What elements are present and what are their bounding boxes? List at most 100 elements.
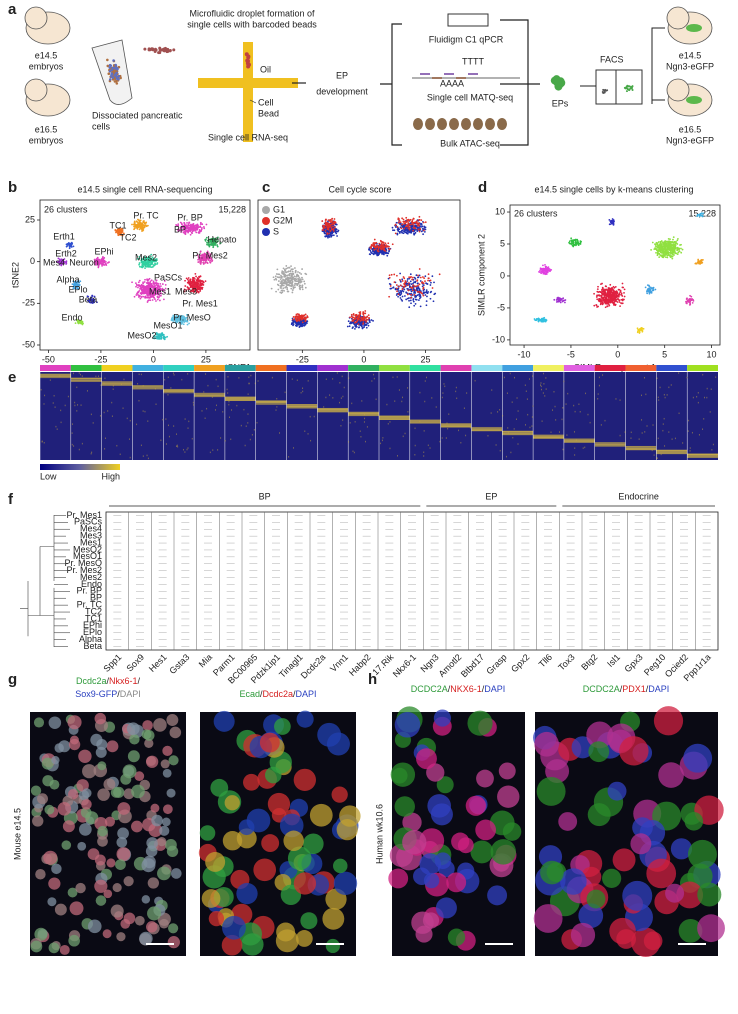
cell-dot <box>77 279 80 282</box>
cell-dot <box>608 291 611 293</box>
cell-dot <box>163 291 166 294</box>
cell-dot <box>150 253 153 256</box>
cell-dot <box>154 262 156 265</box>
cell-dot <box>190 228 193 231</box>
cell-dot <box>207 243 210 245</box>
cell-dot <box>408 228 411 231</box>
cell-dot <box>157 283 160 285</box>
cell-dot <box>73 287 76 290</box>
cell-dot <box>146 224 149 227</box>
cell-dot <box>294 316 297 319</box>
cell-dot <box>412 300 415 303</box>
cell-dot <box>599 291 602 293</box>
cell-dot <box>279 285 282 287</box>
cell-dot <box>395 221 398 224</box>
cell-dot <box>180 231 182 233</box>
cell-dot <box>657 241 660 243</box>
cell-dot <box>414 289 417 292</box>
cell-dot <box>356 317 359 320</box>
cell-dot <box>414 277 417 280</box>
cell-dot <box>399 221 402 224</box>
cell-dot <box>306 315 309 317</box>
cell-dot <box>408 282 410 284</box>
cell-dot <box>667 241 670 243</box>
cell-dot <box>194 278 196 280</box>
cell-dot <box>197 261 200 263</box>
cell-dot <box>136 257 139 260</box>
cluster-label: Hepato <box>207 234 236 244</box>
cell-dot <box>210 237 213 240</box>
cell-dot <box>326 233 329 236</box>
cell-dot <box>109 64 113 67</box>
cell-dot <box>332 234 335 237</box>
cell-dot <box>91 300 93 303</box>
cell-dot <box>142 257 145 260</box>
cell-dot <box>422 294 425 297</box>
cell-dot <box>542 269 545 272</box>
cell-dot <box>101 257 104 259</box>
cell-dot <box>198 257 200 260</box>
cell-dot <box>349 316 351 319</box>
cell-dot <box>672 236 675 239</box>
cell-dot <box>78 281 81 284</box>
cell-dot <box>438 273 441 276</box>
cell-dot <box>138 279 141 282</box>
cell-dot <box>612 289 615 292</box>
cell-dot <box>396 232 399 235</box>
cell-dot <box>400 280 402 283</box>
cell-dot <box>415 295 418 298</box>
cell-dot <box>609 295 612 298</box>
label: d <box>478 179 487 196</box>
cell-dot <box>403 222 406 225</box>
cell-dot <box>330 227 333 230</box>
cell-dot <box>144 222 147 225</box>
cell-dot <box>289 282 292 285</box>
cell-dot <box>208 241 210 244</box>
cell-dot <box>185 277 188 280</box>
cell-dot <box>200 257 203 260</box>
cell-dot <box>330 219 333 221</box>
cell-dot <box>141 229 144 232</box>
cell-dot <box>144 295 147 298</box>
cell-dot <box>202 280 204 283</box>
cell-dot <box>550 268 553 271</box>
cell-dot <box>568 240 571 243</box>
cell-dot <box>286 290 289 293</box>
cell-dot <box>295 324 298 327</box>
cell-dot <box>409 280 412 283</box>
cell-dot <box>660 255 663 258</box>
cell-dot <box>197 287 200 289</box>
label: 5 <box>500 238 505 248</box>
cell-dot <box>298 321 301 324</box>
cell-dot <box>280 274 282 277</box>
cell-dot <box>425 300 428 303</box>
cell-dot <box>626 84 629 87</box>
cell-dot <box>138 228 141 231</box>
cell-dot <box>667 245 670 247</box>
cell-dot <box>148 277 151 280</box>
cell-dot <box>299 279 302 282</box>
cell-dot <box>76 283 78 286</box>
cell-dot <box>378 242 381 245</box>
cell-dot <box>284 280 287 283</box>
cell-dot <box>87 295 90 298</box>
cell-dot <box>96 256 99 259</box>
cell-dot <box>544 273 547 276</box>
cell-dot <box>429 279 432 282</box>
cell-dot <box>142 282 145 285</box>
cell-dot <box>147 260 149 263</box>
cell-dot <box>355 324 358 327</box>
cell-dot <box>401 223 404 226</box>
cell-dot <box>158 46 162 50</box>
cell-dot <box>332 225 334 228</box>
cell-dot <box>323 227 326 229</box>
cell-dot <box>147 292 149 295</box>
cell-dot <box>168 48 172 52</box>
cell-dot <box>93 301 95 304</box>
cell-dot <box>143 281 146 283</box>
cell-dot <box>186 222 188 224</box>
cell-dot <box>410 276 412 278</box>
cell-dot <box>304 322 307 325</box>
cell-dot <box>150 47 154 51</box>
cell-dot <box>159 292 162 294</box>
